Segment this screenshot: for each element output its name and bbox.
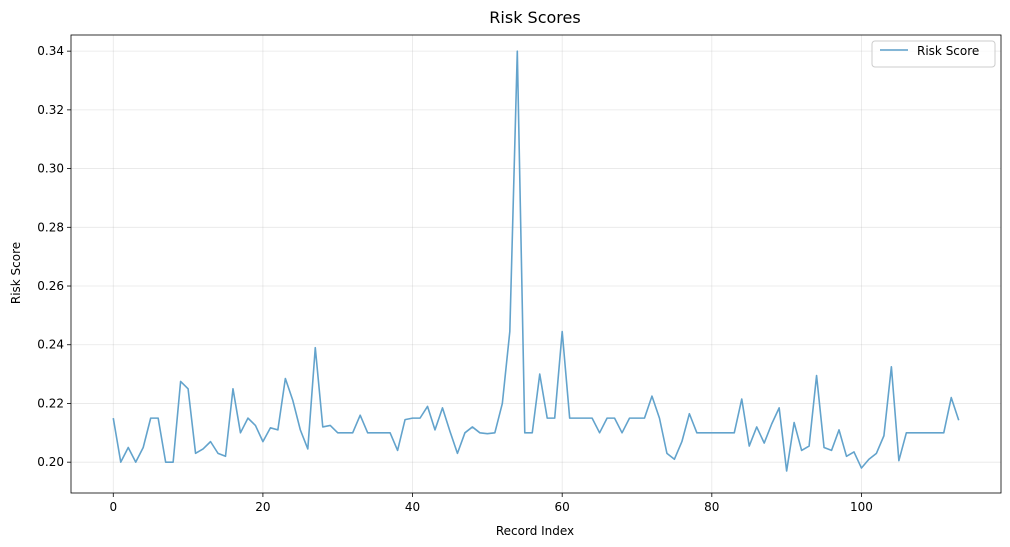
chart-title: Risk Scores [489, 8, 580, 27]
x-tick-label: 60 [555, 500, 570, 514]
series-line-risk-score [112, 50, 960, 472]
legend-box [871, 40, 996, 68]
x-tick-label: 20 [255, 500, 270, 514]
legend-label: Risk Score [917, 44, 979, 58]
x-axis-label: Record Index [496, 524, 574, 538]
y-tick-label: 0.20 [37, 455, 64, 469]
x-tick-label: 80 [704, 500, 719, 514]
plot-frame [70, 34, 1002, 494]
x-tick-label: 0 [109, 500, 117, 514]
y-tick-label: 0.32 [37, 103, 64, 117]
legend: Risk Score [871, 40, 996, 68]
y-tick-label: 0.30 [37, 162, 64, 176]
y-axis-label: Risk Score [9, 242, 23, 304]
y-tick-label: 0.34 [37, 44, 64, 58]
ticks-layer: 0 20 40 60 80 100 0.20 0.22 0.24 0.26 0.28 0.30 0.32… [37, 44, 873, 514]
y-tick-label: 0.28 [37, 220, 64, 234]
y-tick-label: 0.22 [37, 396, 64, 410]
x-tick-label: 40 [405, 500, 420, 514]
x-tick-label: 100 [850, 500, 873, 514]
y-tick-label: 0.24 [37, 338, 64, 352]
y-tick-label: 0.26 [37, 279, 64, 293]
series-layer [112, 50, 960, 472]
grid-layer [71, 35, 1001, 493]
